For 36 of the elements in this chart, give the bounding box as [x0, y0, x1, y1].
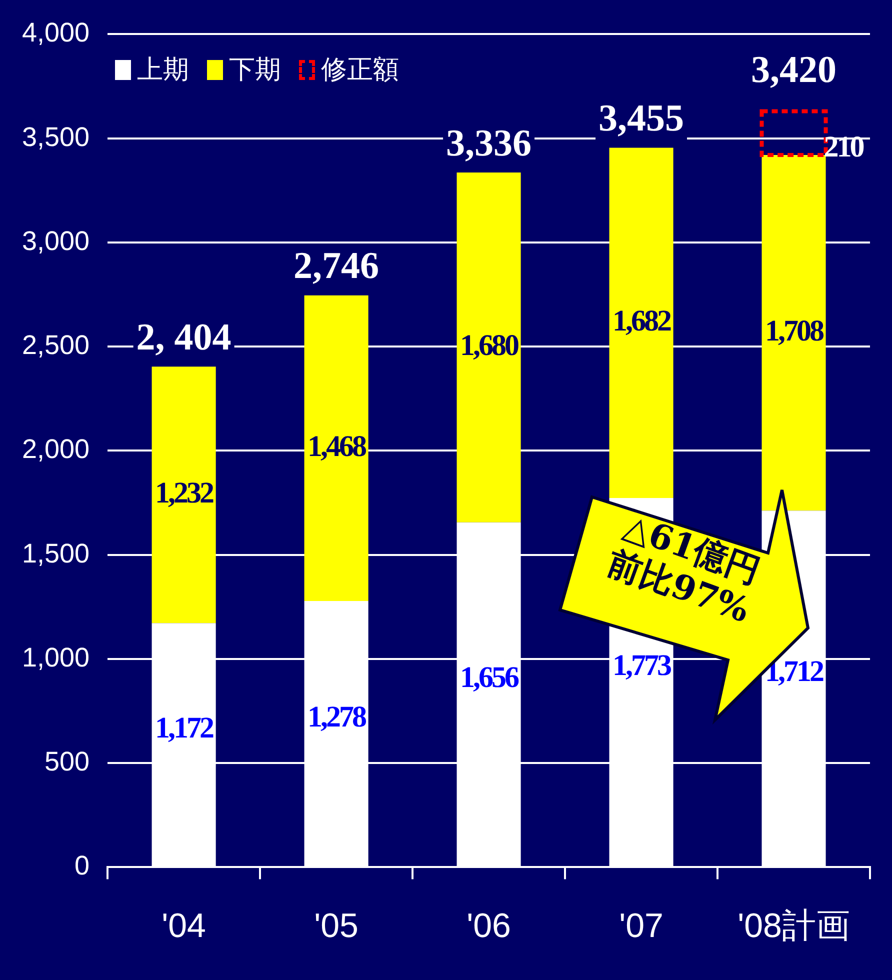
- total-label: 3,336: [446, 122, 532, 164]
- x-tick-label: '06: [466, 906, 511, 945]
- y-tick-label: 1,500: [22, 538, 90, 568]
- legend-label: 上期: [137, 54, 189, 87]
- data-label: 1,278: [308, 700, 366, 734]
- y-tick-label: 0: [74, 850, 90, 881]
- x-tick-label: '04: [162, 906, 206, 945]
- legend-label: 下期: [229, 54, 281, 87]
- data-label: 1,708: [765, 314, 824, 348]
- y-tick-label: 3,000: [22, 226, 90, 256]
- data-label: 1,773: [612, 648, 672, 682]
- total-label: 2, 404: [136, 316, 232, 358]
- total-label: 2,746: [294, 245, 380, 288]
- x-tick-label: '08計画: [738, 906, 850, 945]
- y-tick-label: 2,500: [22, 330, 90, 360]
- data-label: 1,682: [612, 304, 672, 338]
- data-label: 1,172: [155, 711, 214, 744]
- x-tick-label: '07: [619, 906, 664, 945]
- annotation: 3,420: [751, 48, 837, 91]
- data-label: 1,680: [460, 329, 519, 362]
- data-label: 1,468: [308, 430, 366, 463]
- data-label: 1,712: [765, 655, 824, 688]
- data-label: 1,656: [460, 661, 520, 694]
- y-tick-label: 2,000: [22, 434, 90, 464]
- bar: [456, 172, 521, 522]
- legend-label: 修正額: [321, 54, 399, 87]
- y-tick-label: 1,000: [22, 642, 90, 672]
- data-label: 1,232: [155, 476, 214, 510]
- y-tick-label: 4,000: [22, 18, 90, 48]
- total-label: 3,455: [598, 98, 684, 140]
- y-tick-label: 500: [44, 746, 90, 777]
- x-tick-label: '05: [314, 906, 358, 945]
- bar: [304, 295, 368, 602]
- y-tick-label: 3,500: [22, 122, 90, 152]
- bar: [152, 366, 216, 624]
- bar: [609, 148, 674, 498]
